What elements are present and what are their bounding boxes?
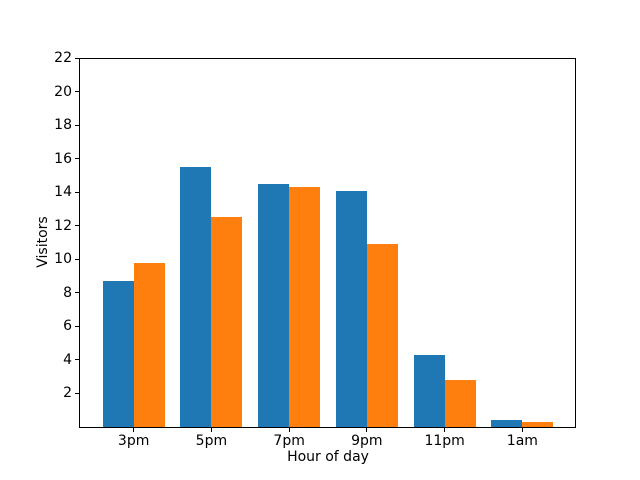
y-axis-label: Visitors: [35, 216, 51, 268]
x-tick-label-7pm: 7pm: [273, 433, 305, 449]
x-tick-mark: [288, 428, 290, 432]
bar-orange-3pm: [133, 262, 165, 427]
x-tick-mark: [210, 428, 212, 432]
y-tick-mark: [75, 225, 79, 227]
y-tick-mark: [75, 57, 79, 59]
y-tick-label: 6: [63, 318, 72, 335]
bar-blue-9pm: [335, 190, 367, 427]
y-tick-mark: [75, 258, 79, 260]
x-tick-label-3pm: 3pm: [117, 433, 150, 449]
x-tick-label-9pm: 9pm: [351, 433, 383, 449]
x-tick-label-11pm: 11pm: [424, 433, 465, 449]
x-tick-mark: [133, 428, 135, 432]
x-tick-mark: [444, 428, 446, 432]
x-tick-mark: [521, 428, 523, 432]
y-tick-label: 14: [54, 184, 72, 201]
bar-blue-11pm: [413, 354, 445, 427]
y-tick-mark: [75, 359, 79, 361]
y-tick-label: 2: [63, 385, 72, 402]
bar-orange-9pm: [366, 244, 398, 427]
y-tick-label: 20: [54, 83, 72, 100]
bar-orange-7pm: [289, 187, 321, 427]
bar-blue-1am: [491, 420, 523, 427]
x-tick-label-5pm: 5pm: [195, 433, 228, 449]
x-axis-label: Hour of day: [287, 449, 369, 465]
bar-orange-1am: [522, 421, 554, 427]
x-tick-label-1am: 1am: [506, 433, 538, 449]
y-tick-label: 10: [54, 251, 72, 268]
y-tick-mark: [75, 158, 79, 160]
y-tick-mark: [75, 292, 79, 294]
y-tick-label: 12: [54, 217, 72, 234]
bar-blue-7pm: [258, 183, 290, 427]
y-tick-mark: [75, 191, 79, 193]
bar-orange-11pm: [444, 380, 476, 427]
y-tick-label: 8: [63, 284, 72, 301]
y-tick-mark: [75, 325, 79, 327]
x-tick-mark: [366, 428, 368, 432]
y-tick-mark: [75, 124, 79, 126]
y-tick-mark: [75, 392, 79, 394]
y-tick-label: 18: [54, 117, 72, 134]
y-tick-label: 16: [54, 150, 72, 167]
y-tick-mark: [75, 91, 79, 93]
y-tick-label: 4: [63, 351, 72, 368]
bar-orange-5pm: [211, 217, 243, 427]
bar-blue-3pm: [102, 281, 134, 427]
bar-blue-5pm: [180, 167, 212, 427]
y-tick-label: 22: [54, 50, 72, 66]
